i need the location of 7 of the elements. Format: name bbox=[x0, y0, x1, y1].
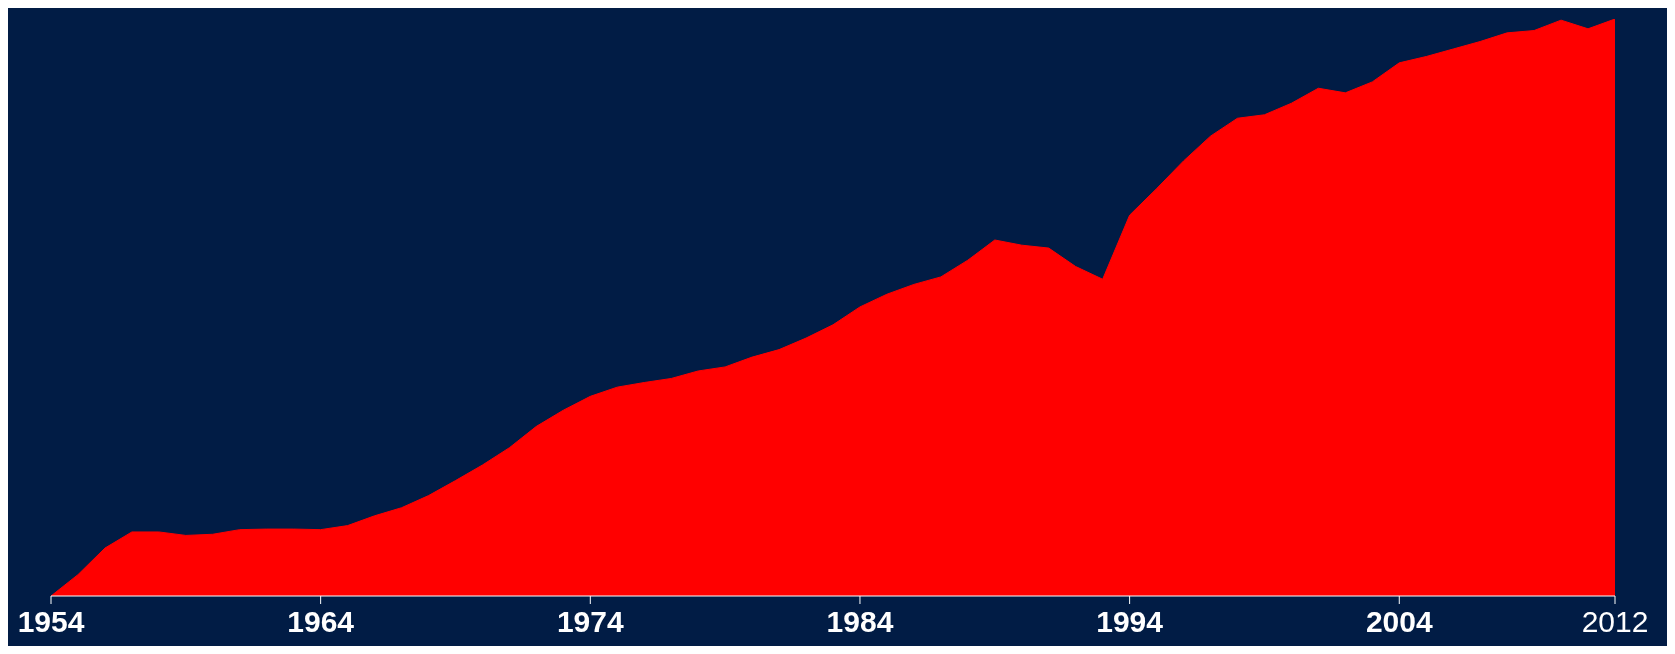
x-tick-label: 1974 bbox=[556, 605, 624, 638]
x-tick-label: 1994 bbox=[1096, 605, 1164, 638]
x-tick-label: 1954 bbox=[17, 605, 85, 638]
x-tick-label: 2012 bbox=[1581, 605, 1649, 638]
x-tick-label: 1984 bbox=[826, 605, 894, 638]
x-tick-label: 1964 bbox=[287, 605, 355, 638]
x-tick-label: 2004 bbox=[1365, 605, 1433, 638]
